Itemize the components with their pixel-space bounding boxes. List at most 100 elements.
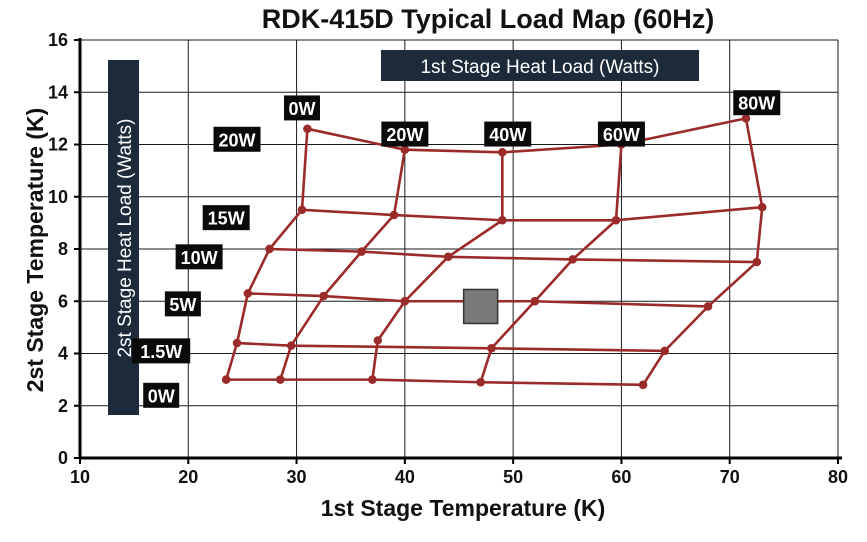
load-label-text: 0W <box>288 99 315 119</box>
data-point <box>752 257 761 267</box>
load-label-box <box>381 121 429 147</box>
x-axis-label: 1st Stage Temperature (K) <box>321 495 606 521</box>
first-stage-legend-box <box>381 50 699 81</box>
data-point <box>443 252 453 262</box>
data-point <box>276 375 285 384</box>
x-tick-label: 50 <box>503 467 523 487</box>
data-point <box>232 338 242 348</box>
load-label-box <box>202 205 250 231</box>
legend-boxes: 1st Stage Heat Load (Watts) 2st Stage He… <box>108 50 699 415</box>
load-label: 40W <box>484 121 532 147</box>
load-label: 80W <box>733 90 781 116</box>
data-point <box>530 297 539 306</box>
load-label-box <box>143 382 180 408</box>
load-label-box <box>733 90 781 116</box>
data-point <box>487 344 496 353</box>
data-point <box>221 375 231 384</box>
y-tick-label: 6 <box>58 291 68 311</box>
load-label-box <box>132 338 191 364</box>
data-point <box>741 114 751 123</box>
load-label: 1.5W <box>132 338 191 364</box>
series-line <box>279 149 407 381</box>
data-point <box>400 145 410 154</box>
data-point <box>498 216 507 225</box>
load-label: 20W <box>381 121 429 147</box>
axes: 10 20 30 40 50 60 70 80 0 2 4 6 8 10 12 14 16 <box>48 30 848 487</box>
y-tick-label: 0 <box>58 448 68 468</box>
operating-point-marker <box>462 288 499 325</box>
load-label-text: 20W <box>386 125 423 145</box>
data-point <box>357 247 366 256</box>
y-tick-label: 2 <box>58 396 68 416</box>
x-tick-label: 60 <box>611 467 631 487</box>
data-point <box>568 255 577 264</box>
data-point <box>638 380 648 390</box>
load-label-text: 80W <box>738 94 775 114</box>
x-tick-label: 40 <box>395 467 415 487</box>
load-label-text: 5W <box>169 295 196 315</box>
series-points <box>221 114 767 390</box>
series-line <box>371 152 504 380</box>
y-tick-label: 12 <box>48 135 68 155</box>
y-tick-label: 8 <box>58 239 68 259</box>
data-point <box>303 124 312 134</box>
series-labels: 0W 1.5W 5W 10W 15W 20W 0W 20W 40W 60W 80W <box>132 90 781 408</box>
load-label-box <box>175 244 223 270</box>
second-stage-legend-label: 2st Stage Heat Load (Watts) <box>115 118 136 357</box>
data-point <box>611 216 621 225</box>
series-line <box>479 144 623 383</box>
series-line <box>301 205 763 222</box>
load-label: 15W <box>202 205 250 231</box>
load-label-text: 60W <box>603 125 640 145</box>
load-label-text: 0W <box>148 386 175 406</box>
series-line <box>641 118 764 386</box>
load-label: 10W <box>175 244 223 270</box>
data-point <box>660 346 669 356</box>
load-label-box <box>484 121 532 147</box>
data-point <box>319 291 328 301</box>
data-point <box>498 148 507 157</box>
y-tick-label: 16 <box>48 30 68 50</box>
load-label: 60W <box>597 121 645 147</box>
load-label-text: 40W <box>489 125 526 145</box>
y-tick-label: 10 <box>48 187 68 207</box>
chart-title: RDK-415D Typical Load Map (60Hz) <box>262 4 715 34</box>
load-label-box <box>597 121 645 147</box>
series-lines <box>224 117 764 387</box>
data-point <box>286 341 296 350</box>
y-tick-label: 14 <box>48 82 68 102</box>
data-point <box>243 289 253 298</box>
data-point <box>476 378 485 387</box>
load-label-text: 20W <box>219 130 256 150</box>
x-tick-label: 10 <box>70 467 90 487</box>
x-tick-label: 80 <box>828 467 848 487</box>
load-label-text: 10W <box>181 248 218 268</box>
load-label: 0W <box>143 382 180 408</box>
series-line <box>236 341 665 353</box>
series-line <box>224 128 309 380</box>
series-line <box>226 378 644 387</box>
first-stage-legend-label: 1st Stage Heat Load (Watts) <box>420 57 659 78</box>
load-label-box <box>164 291 201 317</box>
data-point <box>703 302 713 311</box>
load-label-box <box>283 95 320 121</box>
data-point <box>297 205 307 215</box>
load-label-text: 15W <box>208 209 245 229</box>
load-label-text: 1.5W <box>140 342 182 362</box>
load-label: 20W <box>213 126 261 152</box>
data-point <box>389 210 399 220</box>
data-point <box>373 336 382 345</box>
data-point <box>758 203 767 212</box>
y-axis-label: 2st Stage Temperature (K) <box>22 108 48 393</box>
load-label: 0W <box>283 95 320 121</box>
x-tick-label: 20 <box>178 467 198 487</box>
x-tick-label: 30 <box>287 467 307 487</box>
x-tick-label: 70 <box>720 467 740 487</box>
y-tick-label: 4 <box>58 344 68 364</box>
data-point <box>368 375 377 384</box>
data-point <box>400 297 410 306</box>
data-point <box>265 244 274 254</box>
load-label: 5W <box>164 291 201 317</box>
